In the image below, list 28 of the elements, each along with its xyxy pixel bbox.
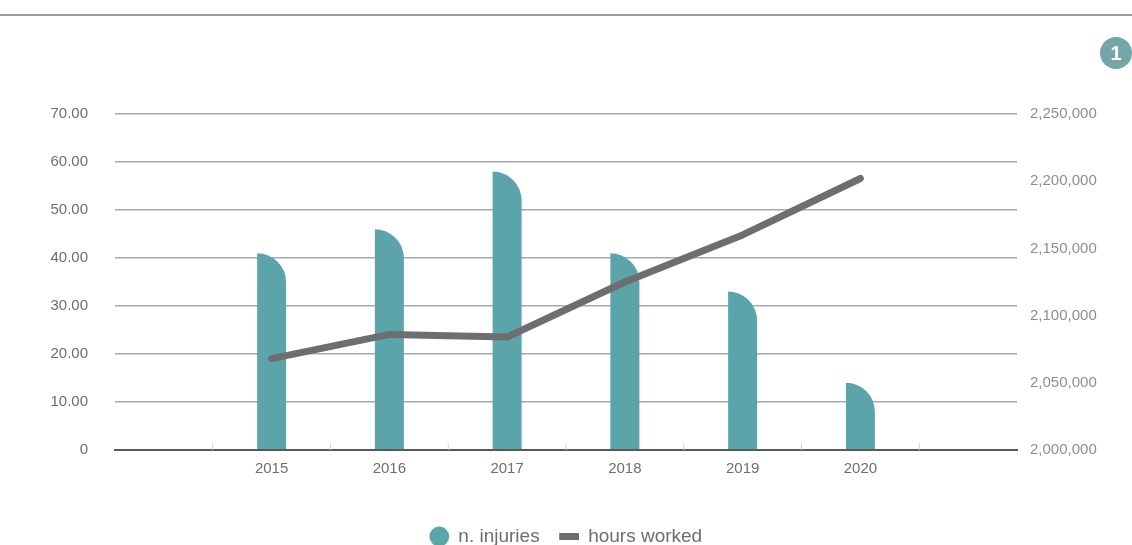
bar: [728, 291, 758, 449]
y-tick-label: 20.00: [50, 344, 88, 362]
legend-label: hours worked: [588, 524, 703, 545]
y-tick-label: 40.00: [50, 248, 88, 266]
y-tick-label: 0: [79, 440, 88, 458]
x-tick-label: 2016: [372, 459, 407, 477]
y-tick-label: 60.00: [50, 152, 88, 170]
y-tick-label: 30.00: [50, 296, 88, 314]
y-tick-label: 10.00: [50, 392, 88, 410]
y2-tick-label: 2,150,000: [1030, 238, 1097, 256]
y2-tick-label: 2,050,000: [1030, 372, 1097, 390]
badge-circle: 1: [1100, 37, 1132, 69]
y-tick-label: 50.00: [50, 200, 88, 218]
legend-label: n. injuries: [458, 524, 540, 545]
x-tick-label: 2015: [254, 459, 289, 477]
bar: [374, 229, 404, 449]
x-tick-label: 2019: [725, 459, 760, 477]
x-tick-label: 2017: [490, 459, 524, 477]
y2-tick-label: 2,200,000: [1030, 171, 1097, 189]
y-tick-label: 70.00: [50, 104, 88, 122]
y2-tick-label: 2,100,000: [1030, 305, 1097, 323]
bar: [610, 253, 640, 449]
y2-tick-label: 2,000,000: [1030, 440, 1097, 458]
x-tick-label: 2018: [608, 459, 642, 477]
y2-tick-label: 2,250,000: [1030, 104, 1097, 122]
bar: [492, 171, 522, 449]
bar: [257, 253, 287, 449]
x-tick-label: 2020: [843, 459, 878, 477]
